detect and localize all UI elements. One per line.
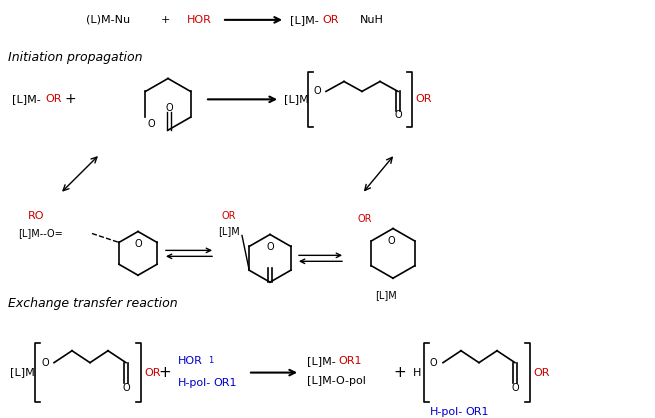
Text: OR1: OR1 — [465, 407, 489, 417]
Text: Initiation propagation: Initiation propagation — [8, 51, 143, 64]
Text: O: O — [387, 237, 395, 247]
Text: +: + — [394, 365, 406, 380]
Text: O: O — [41, 358, 48, 368]
Text: Exchange transfer reaction: Exchange transfer reaction — [8, 296, 178, 310]
Text: +: + — [160, 15, 170, 25]
Text: RO: RO — [28, 211, 45, 221]
Text: O: O — [266, 242, 274, 252]
Text: O: O — [165, 103, 173, 113]
Text: OR: OR — [222, 211, 236, 221]
Text: [L]M-: [L]M- — [12, 94, 41, 104]
Text: HOR: HOR — [178, 356, 203, 366]
Text: O: O — [511, 383, 519, 393]
Text: 1: 1 — [208, 356, 214, 365]
Text: OR: OR — [45, 94, 62, 104]
Text: [L]M-: [L]M- — [307, 356, 336, 366]
Text: O: O — [148, 119, 155, 129]
Text: (L)M-Nu: (L)M-Nu — [86, 15, 130, 25]
Text: [L]M-: [L]M- — [290, 15, 319, 25]
Text: O: O — [134, 240, 142, 250]
Text: OR1: OR1 — [338, 356, 362, 366]
Text: H: H — [413, 367, 421, 377]
Text: [L]M: [L]M — [218, 227, 240, 237]
Text: +: + — [159, 365, 172, 380]
Text: O: O — [122, 383, 130, 393]
Text: +: + — [64, 92, 76, 106]
Text: O: O — [394, 110, 402, 120]
Text: OR: OR — [415, 94, 432, 104]
Text: [L]M-O-pol: [L]M-O-pol — [307, 375, 366, 385]
Text: [L]M: [L]M — [375, 290, 397, 300]
Text: [L]M: [L]M — [10, 367, 35, 377]
Text: H-pol-: H-pol- — [178, 377, 212, 387]
Text: [L]M: [L]M — [284, 94, 309, 104]
Text: OR: OR — [533, 367, 550, 377]
Text: O: O — [430, 358, 438, 368]
Text: OR: OR — [322, 15, 339, 25]
Text: OR: OR — [358, 214, 373, 224]
Text: NuH: NuH — [360, 15, 384, 25]
Text: [L]M--O=: [L]M--O= — [18, 229, 63, 239]
Text: O: O — [314, 87, 322, 97]
Text: OR1: OR1 — [213, 377, 236, 387]
Text: H-pol-: H-pol- — [430, 407, 463, 417]
Text: OR: OR — [144, 367, 160, 377]
Text: HOR: HOR — [187, 15, 212, 25]
